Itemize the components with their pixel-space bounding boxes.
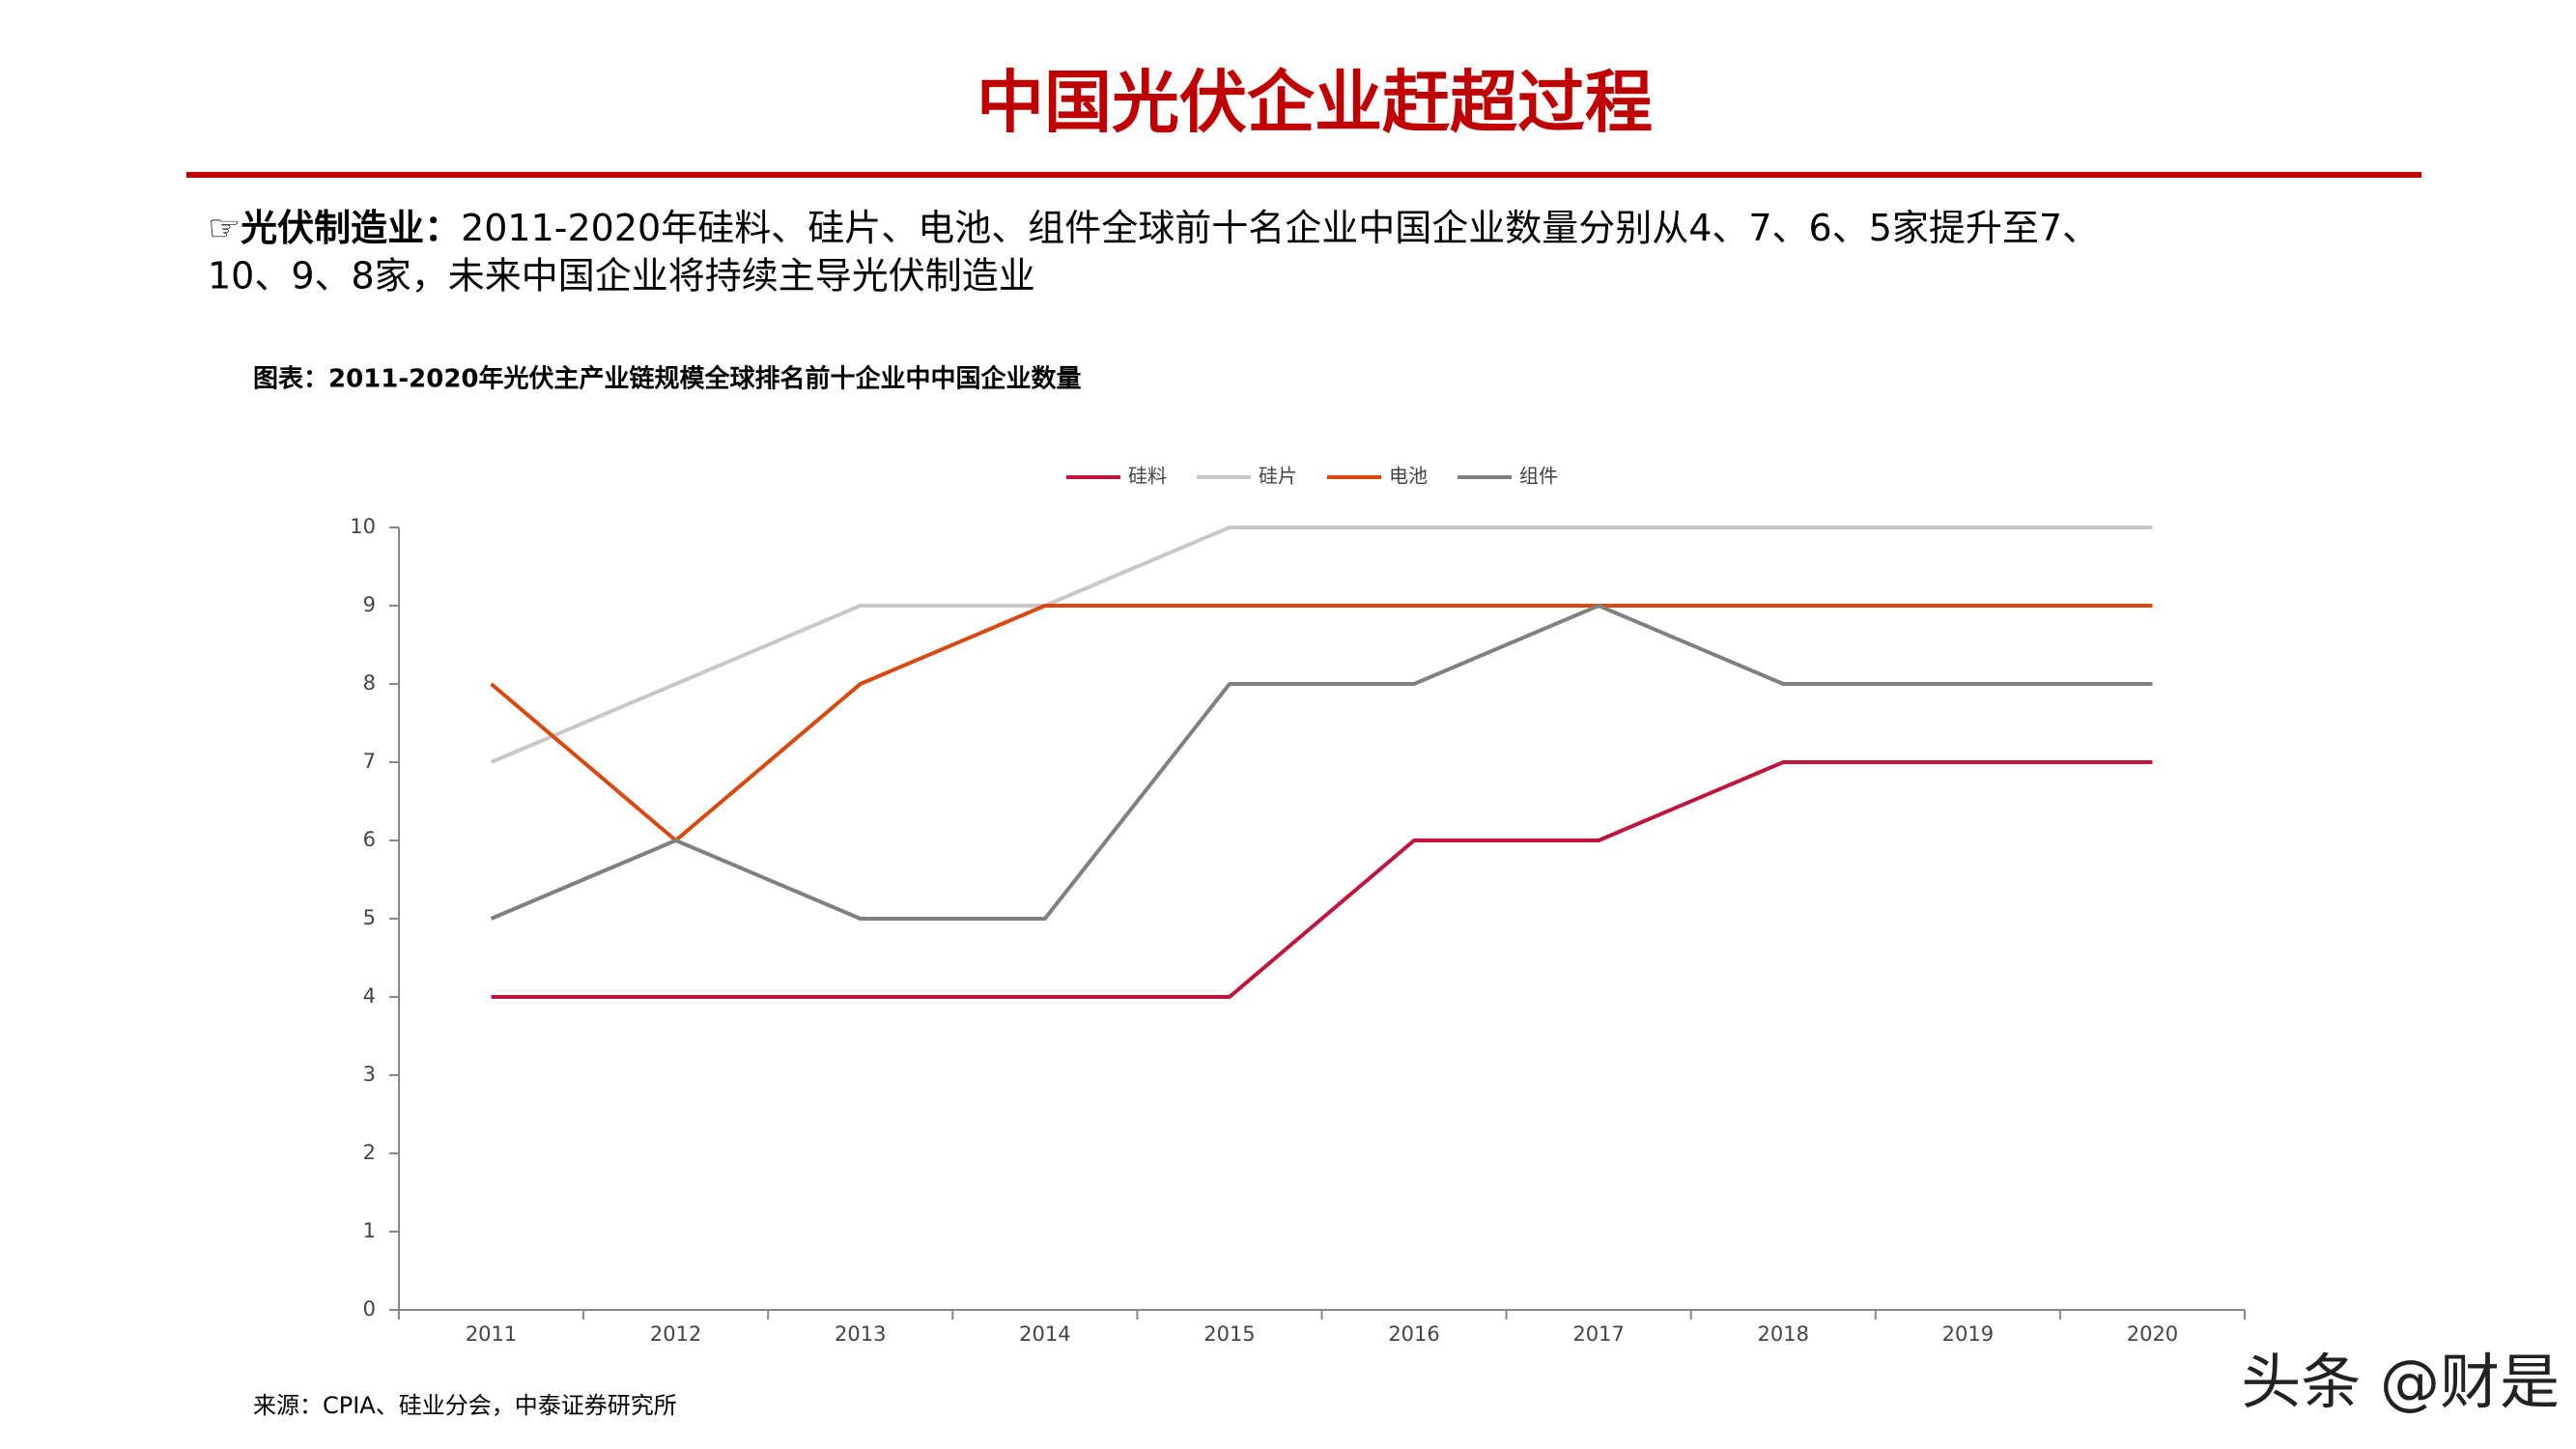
chart-title: 图表：2011-2020年光伏主产业链规模全球排名前十企业中中国企业数量 bbox=[253, 364, 1082, 394]
series-line bbox=[491, 760, 2153, 999]
y-tick-label: 7 bbox=[363, 750, 376, 773]
legend-label: 组件 bbox=[1519, 465, 1558, 488]
y-tick-label: 9 bbox=[363, 593, 376, 616]
y-tick-label: 5 bbox=[363, 906, 376, 929]
slide-title: 中国光伏企业赶超过程 bbox=[977, 62, 1653, 142]
x-tick-label: 2020 bbox=[2127, 1322, 2178, 1346]
series-line bbox=[490, 604, 2153, 842]
y-tick-label: 10 bbox=[350, 515, 376, 538]
x-tick-label: 2014 bbox=[1019, 1322, 1070, 1346]
series-line bbox=[490, 526, 2153, 764]
y-tick-label: 1 bbox=[363, 1219, 376, 1242]
x-tick-label: 2017 bbox=[1572, 1322, 1624, 1346]
x-tick-label: 2016 bbox=[1388, 1322, 1439, 1346]
bullet-text: 2011-2020年硅料、硅片、电池、组件全球前十名企业中国企业数量分别从4、7… bbox=[461, 207, 2099, 249]
x-tick-label: 2019 bbox=[1942, 1322, 1994, 1346]
source: 来源：CPIA、硅业分会，中泰证券研究所 bbox=[253, 1392, 677, 1419]
bullet-lead: ☞光伏制造业： bbox=[208, 207, 461, 249]
watermark: 头条 @财是 bbox=[2241, 1347, 2560, 1417]
x-tick-label: 2011 bbox=[466, 1322, 517, 1346]
y-tick-label: 0 bbox=[363, 1297, 376, 1321]
legend-label: 电池 bbox=[1389, 465, 1428, 488]
x-tick-label: 2012 bbox=[650, 1322, 701, 1346]
bullet-line: ☞光伏制造业：2011-2020年硅料、硅片、电池、组件全球前十名企业中国企业数… bbox=[208, 207, 2099, 249]
bullet-text: 10、9、8家，未来中国企业将持续主导光伏制造业 bbox=[208, 255, 1035, 298]
legend-label: 硅片 bbox=[1259, 465, 1297, 488]
y-tick-label: 8 bbox=[363, 671, 376, 695]
x-tick-label: 2018 bbox=[1758, 1322, 1809, 1346]
y-tick-label: 2 bbox=[363, 1141, 376, 1164]
x-tick-label: 2013 bbox=[835, 1322, 886, 1346]
legend-label: 硅料 bbox=[1128, 465, 1167, 488]
y-tick-label: 4 bbox=[363, 984, 376, 1008]
y-tick-label: 3 bbox=[363, 1063, 376, 1086]
y-tick-label: 6 bbox=[363, 828, 376, 851]
series-line bbox=[490, 604, 2153, 921]
title-rule bbox=[186, 172, 2421, 178]
x-tick-label: 2015 bbox=[1203, 1322, 1255, 1346]
